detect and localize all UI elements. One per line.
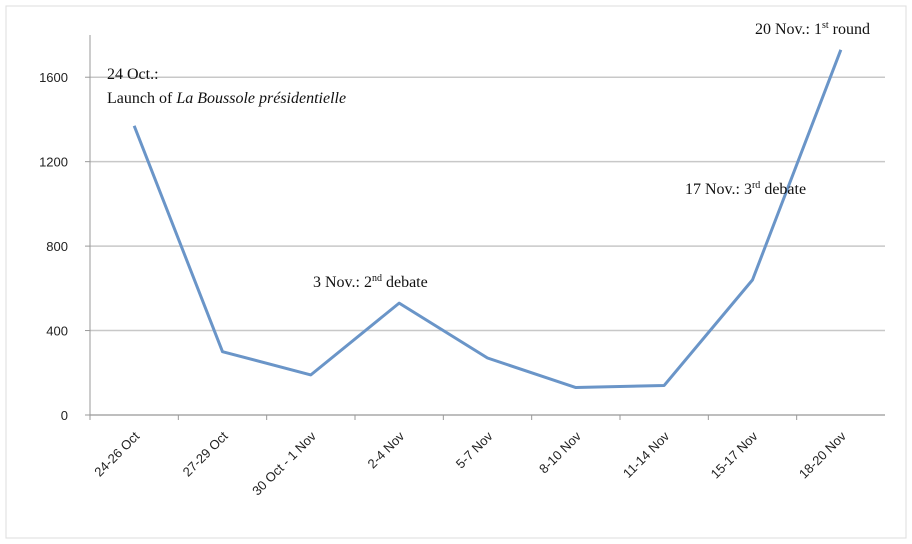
annotation: Launch of La Boussole présidentielle <box>107 90 346 107</box>
x-tick-label: 5-7 Nov <box>453 428 496 471</box>
x-tick-label: 15-17 Nov <box>708 428 761 481</box>
annotation: 20 Nov.: 1st round <box>755 20 870 38</box>
y-tick-label: 0 <box>61 408 68 423</box>
x-tick-label: 24-26 Oct <box>91 428 142 479</box>
x-tick-label: 18-20 Nov <box>796 428 849 481</box>
line <box>132 49 843 390</box>
annotation-text: 20 Nov.: 1 <box>755 21 822 38</box>
annotation-text: round <box>829 21 870 38</box>
x-tick-label: 30 Oct - 1 Nov <box>249 428 319 498</box>
y-tick-label: 800 <box>46 239 68 254</box>
annotation-text: st <box>822 20 829 31</box>
y-tick-label: 1200 <box>39 155 68 170</box>
annotation-text: 3 Nov.: 2 <box>313 274 372 291</box>
annotation: 24 Oct.: <box>107 66 159 83</box>
annotation-text: Launch of <box>107 90 176 107</box>
x-tick-label: 27-29 Oct <box>180 428 231 479</box>
annotation-text: debate <box>760 181 806 198</box>
y-tick-label: 1600 <box>39 70 68 85</box>
annotation: 3 Nov.: 2nd debate <box>313 273 428 291</box>
annotation-text: debate <box>382 274 428 291</box>
annotation-text: 24 Oct.: <box>107 66 159 83</box>
annotation-text: La Boussole présidentielle <box>175 90 346 107</box>
y-tick-label: 400 <box>46 324 68 339</box>
x-tick-label: 8-10 Nov <box>536 428 584 476</box>
x-tick-label: 2-4 Nov <box>364 428 407 471</box>
annotation-text: 17 Nov.: 3 <box>685 181 752 198</box>
annotation-text: rd <box>752 180 760 191</box>
annotation: 17 Nov.: 3rd debate <box>685 180 806 198</box>
annotation-text: nd <box>372 273 382 284</box>
x-tick-label: 11-14 Nov <box>620 428 673 481</box>
frame <box>5 5 907 539</box>
